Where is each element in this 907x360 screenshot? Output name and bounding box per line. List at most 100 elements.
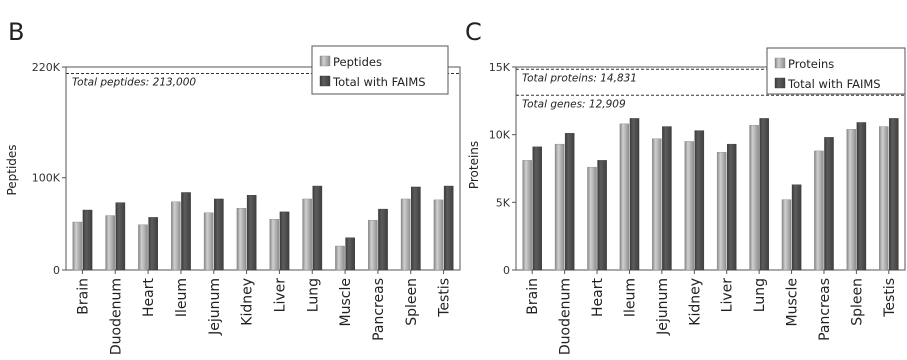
x-tick-label: Lung (752, 278, 768, 312)
bar (443, 185, 454, 271)
plot-frame (515, 66, 906, 271)
panel-c: C Proteins 15K 10K 5K 0 Brain Duodenum Heart Il… (465, 18, 906, 355)
bar (597, 160, 607, 271)
bar (203, 212, 214, 271)
y-axis-label: Proteins (467, 141, 481, 189)
bar (652, 138, 662, 271)
panel-b: B Peptides 220K 100K 0 Brain Duodenum Heart Il… (5, 18, 461, 355)
legend-swatch (774, 77, 786, 89)
legend-label: Peptides (333, 55, 382, 69)
x-tick-label: Duodenum (558, 278, 574, 355)
x-tick-label: Duodenum (108, 278, 124, 355)
x-tick-label: Testis (882, 278, 898, 318)
x-tick-label: Muscle (785, 278, 801, 326)
bar (82, 209, 93, 271)
x-tick-label: Jejunum (207, 278, 223, 336)
plot-frame (65, 66, 461, 271)
y-tick-label: 100K (32, 172, 61, 185)
y-tick-label: 5K (496, 196, 511, 209)
y-axis-label: Peptides (5, 144, 19, 195)
x-tick-label: Liver (720, 278, 736, 313)
bar (138, 224, 148, 271)
legend-label: Total with FAIMS (787, 77, 881, 91)
legend-box (311, 45, 449, 95)
bar (759, 118, 769, 271)
bar (629, 118, 640, 271)
x-tick-label: Liver (272, 278, 288, 313)
bar (846, 129, 857, 271)
x-tick-label: Kidney (240, 278, 256, 326)
bar (411, 186, 421, 271)
bar (181, 192, 191, 271)
bar (378, 208, 388, 271)
x-tick-label: Ileum (174, 278, 190, 317)
bar (879, 126, 889, 271)
legend: Proteins Total with FAIMS (766, 47, 906, 95)
legend: Peptides Total with FAIMS (311, 45, 449, 95)
bar (889, 118, 899, 271)
bar (171, 201, 181, 271)
bar (236, 207, 247, 271)
bar (279, 211, 290, 271)
y-tick-label: 10K (489, 129, 511, 142)
bar (856, 122, 867, 271)
bar (400, 198, 411, 271)
bar (619, 123, 630, 271)
x-tick-label: Spleen (404, 278, 420, 326)
reference-line-label: Total proteins: 14,831 (522, 72, 637, 84)
legend-swatch (319, 55, 331, 67)
y-tick-label: 0 (503, 264, 510, 277)
bar (716, 152, 727, 271)
bar (814, 150, 824, 271)
bar (335, 245, 345, 271)
x-tick-label: Testis (437, 278, 453, 318)
bar (564, 133, 575, 271)
x-tick-label: Ileum (622, 278, 638, 317)
x-tick-label: Pancreas (371, 278, 387, 341)
bar (368, 219, 378, 271)
x-tick-label: Brain (75, 278, 91, 315)
bar (749, 124, 759, 271)
bar (148, 217, 158, 271)
x-tick-label: Pancreas (817, 278, 833, 341)
bar (246, 195, 257, 271)
bar (345, 237, 355, 271)
x-tick-label: Muscle (338, 278, 354, 326)
y-tick-label: 0 (53, 264, 60, 277)
legend-label: Total with FAIMS (332, 75, 426, 89)
reference-line-label: Total genes: 12,909 (522, 98, 626, 110)
bar (727, 143, 737, 271)
bar (115, 202, 126, 271)
bar (532, 146, 542, 271)
bar (554, 143, 565, 271)
legend-label: Proteins (788, 57, 834, 71)
x-tick-label: Heart (590, 277, 606, 316)
x-tick-label: Lung (305, 278, 321, 312)
bar (781, 199, 792, 271)
bar (312, 185, 323, 271)
panel-letter: C (465, 18, 482, 46)
bar (824, 137, 834, 271)
bar (302, 198, 312, 271)
x-tick-label: Brain (525, 278, 541, 315)
bar (662, 126, 672, 271)
panel-letter: B (8, 18, 24, 46)
bar (587, 166, 597, 271)
bar (522, 160, 532, 271)
bar (694, 130, 705, 271)
y-tick-label: 15K (489, 61, 511, 74)
x-tick-label: Heart (141, 277, 157, 316)
bar (72, 221, 83, 271)
x-tick-label: Jejunum (655, 278, 671, 336)
bar (684, 141, 694, 271)
x-tick-label: Kidney (687, 278, 703, 326)
legend-box (766, 47, 906, 95)
y-tick-label: 220K (32, 61, 61, 74)
bar (433, 199, 444, 271)
bar (105, 215, 115, 271)
legend-swatch (319, 75, 331, 87)
bar (269, 219, 280, 271)
bar (791, 184, 802, 271)
legend-swatch (774, 57, 786, 69)
